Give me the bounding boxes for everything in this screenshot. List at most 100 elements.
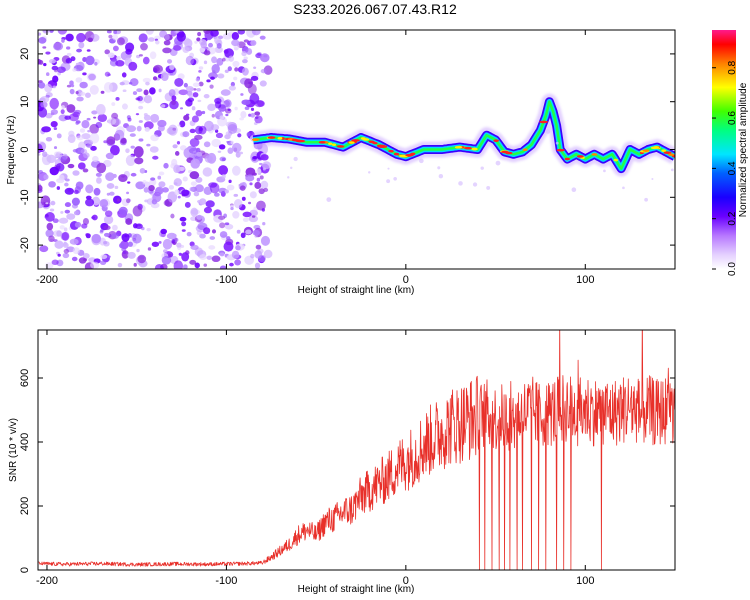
- noise-speckle: [226, 236, 231, 241]
- ridge-stray-dot: [472, 182, 478, 187]
- x-tick-label: 0: [403, 274, 409, 286]
- ridge-hotspot: [328, 142, 333, 145]
- noise-speckle: [191, 106, 196, 111]
- noise-speckle: [181, 252, 190, 262]
- noise-speckle: [263, 249, 273, 259]
- noise-speckle: [224, 222, 230, 226]
- noise-speckle: [252, 229, 261, 236]
- noise-speckle: [206, 255, 212, 260]
- noise-speckle: [115, 97, 120, 101]
- noise-speckle-region: [38, 30, 273, 269]
- noise-speckle: [117, 262, 123, 268]
- noise-speckle: [199, 233, 206, 239]
- noise-speckle: [191, 115, 199, 123]
- noise-speckle: [150, 134, 159, 142]
- noise-speckle: [226, 184, 235, 191]
- noise-speckle: [107, 117, 117, 125]
- noise-speckle: [232, 142, 242, 153]
- noise-speckle: [217, 150, 222, 153]
- noise-speckle: [201, 110, 206, 115]
- noise-speckle: [189, 138, 200, 147]
- noise-speckle: [65, 178, 70, 182]
- noise-speckle: [66, 213, 76, 220]
- noise-speckle: [196, 37, 201, 42]
- noise-speckle: [125, 218, 133, 225]
- noise-speckle: [261, 208, 265, 212]
- noise-speckle: [138, 138, 144, 142]
- noise-speckle: [81, 120, 90, 129]
- noise-speckle: [163, 249, 168, 253]
- noise-speckle: [180, 107, 184, 110]
- ridge-hotspot: [388, 149, 394, 153]
- noise-speckle: [168, 89, 176, 97]
- noise-speckle: [125, 48, 133, 55]
- noise-speckle: [220, 89, 231, 96]
- noise-speckle: [230, 204, 234, 209]
- ridge-hotspot: [653, 146, 660, 149]
- noise-speckle: [175, 30, 180, 33]
- noise-speckle: [38, 170, 44, 174]
- noise-speckle: [43, 174, 49, 180]
- noise-speckle: [182, 46, 190, 53]
- noise-speckle: [178, 252, 183, 256]
- noise-speckle: [203, 30, 211, 35]
- colorbar-tick-label: 0.6: [727, 111, 738, 125]
- noise-speckle: [138, 54, 143, 57]
- x-tick-label: 0: [403, 575, 409, 587]
- ridge-stray-dot: [458, 181, 463, 186]
- noise-speckle: [51, 65, 59, 71]
- noise-speckle: [195, 110, 203, 117]
- noise-speckle: [245, 174, 255, 182]
- noise-speckle: [49, 166, 59, 176]
- y-tick-label: 20: [19, 48, 31, 60]
- noise-speckle: [103, 82, 113, 93]
- noise-speckle: [211, 56, 218, 64]
- noise-speckle: [203, 120, 214, 132]
- noise-speckle: [177, 73, 185, 80]
- noise-speckle: [45, 229, 54, 238]
- noise-speckle: [162, 238, 173, 250]
- noise-speckle: [66, 84, 72, 88]
- noise-speckle: [190, 158, 201, 169]
- noise-speckle: [48, 58, 57, 64]
- y-tick-label: 0: [19, 146, 31, 152]
- noise-speckle: [152, 192, 162, 203]
- noise-speckle: [158, 88, 162, 93]
- noise-speckle: [234, 106, 238, 111]
- ridge-hotspot: [663, 151, 672, 155]
- noise-speckle: [45, 51, 51, 55]
- noise-speckle: [104, 210, 113, 217]
- noise-speckle: [75, 91, 79, 95]
- noise-speckle: [61, 38, 65, 43]
- noise-speckle: [227, 66, 232, 72]
- ridge-stray-dot: [368, 171, 371, 174]
- noise-speckle: [256, 177, 261, 182]
- noise-speckle: [59, 225, 65, 230]
- noise-speckle: [132, 233, 142, 244]
- noise-speckle: [161, 255, 172, 265]
- noise-speckle: [203, 206, 212, 214]
- noise-speckle: [73, 210, 80, 216]
- noise-speckle: [241, 67, 249, 76]
- noise-speckle: [53, 42, 64, 51]
- noise-speckle: [242, 211, 252, 218]
- ridge-hotspot: [642, 149, 650, 152]
- noise-speckle: [57, 253, 61, 257]
- noise-speckle: [258, 188, 265, 195]
- noise-speckle: [62, 242, 69, 248]
- noise-speckle: [60, 210, 64, 214]
- noise-speckle: [103, 225, 111, 231]
- noise-speckle: [262, 161, 271, 170]
- noise-speckle: [187, 97, 195, 103]
- noise-speckle: [199, 47, 206, 53]
- noise-speckle: [54, 240, 64, 249]
- ridge-hotspot: [471, 147, 478, 151]
- ridge-stray-dot: [486, 185, 491, 190]
- noise-speckle: [259, 53, 270, 63]
- noise-speckle: [72, 68, 77, 72]
- ridge-hotspot: [539, 120, 549, 124]
- noise-speckle: [243, 56, 248, 60]
- noise-speckle: [119, 242, 125, 249]
- noise-speckle: [56, 186, 61, 190]
- noise-speckle: [231, 39, 240, 47]
